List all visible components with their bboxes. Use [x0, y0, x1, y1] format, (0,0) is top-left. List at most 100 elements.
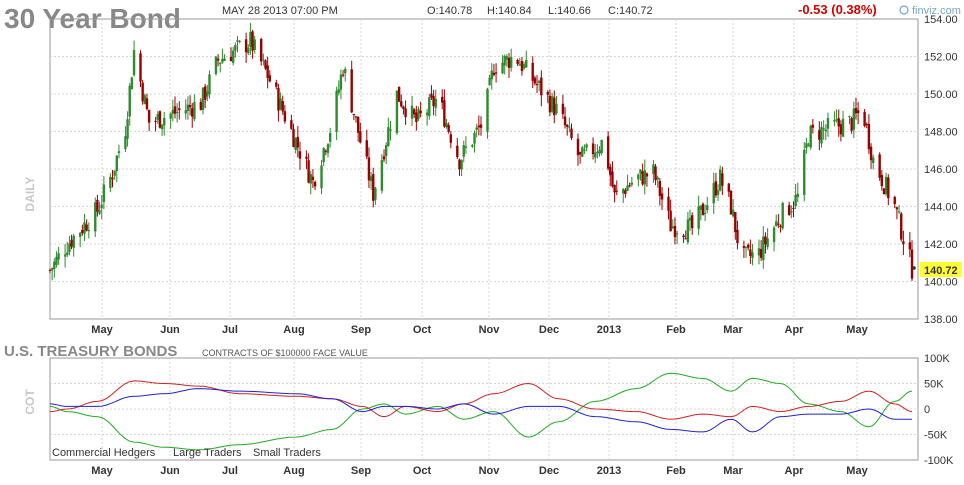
- candle-body: [570, 128, 573, 139]
- candle-body: [344, 68, 347, 74]
- candle: [425, 108, 429, 126]
- candle: [494, 63, 498, 83]
- candle: [203, 83, 207, 109]
- candle-body: [719, 169, 722, 191]
- candle-body: [154, 120, 157, 122]
- candle-body: [686, 219, 690, 243]
- candle: [796, 182, 799, 203]
- candle-body: [865, 123, 868, 125]
- candle-body: [201, 87, 205, 111]
- candle-body: [809, 125, 812, 148]
- candle: [158, 110, 162, 129]
- candle: [673, 217, 677, 245]
- candle-body: [320, 165, 323, 189]
- price-axis: 138.00 140.00 142.00 144.00 146.00 148.00 150.…: [924, 14, 958, 326]
- candle-body: [535, 84, 539, 86]
- candle-body: [882, 188, 886, 195]
- candle-body: [839, 124, 843, 135]
- candle: [369, 172, 373, 190]
- candle: [372, 167, 375, 208]
- candle-body: [775, 221, 778, 226]
- candle: [803, 142, 806, 202]
- candle: [294, 137, 297, 154]
- candle-body: [173, 106, 177, 114]
- candle: [856, 101, 860, 125]
- candle: [822, 120, 825, 140]
- candle-body: [622, 189, 625, 194]
- candle: [277, 83, 280, 122]
- candle: [214, 55, 218, 76]
- candle: [296, 126, 300, 158]
- cot-month-label: Dec: [539, 465, 559, 477]
- candle: [744, 246, 748, 258]
- candle-body: [516, 59, 519, 64]
- candle: [219, 62, 222, 73]
- candle-body: [684, 238, 687, 240]
- candle: [792, 201, 795, 218]
- candle-body: [132, 50, 136, 76]
- candle: [229, 47, 233, 62]
- candle: [367, 147, 371, 189]
- candle: [882, 188, 886, 195]
- candle: [570, 123, 573, 141]
- candle-body: [606, 136, 610, 169]
- candle: [100, 195, 103, 220]
- candle: [811, 119, 815, 134]
- candle: [626, 174, 629, 192]
- candle: [178, 101, 181, 120]
- candle: [867, 114, 871, 154]
- candle-body: [747, 244, 750, 248]
- candle-body: [835, 119, 838, 121]
- candle-body: [852, 108, 856, 130]
- candle: [400, 94, 403, 108]
- candle: [290, 114, 293, 130]
- candle: [790, 205, 793, 219]
- candle: [434, 89, 437, 117]
- candle-body: [494, 72, 498, 74]
- candle-body: [419, 110, 422, 114]
- candle: [154, 117, 157, 132]
- candle-body: [490, 70, 493, 80]
- candle: [509, 48, 513, 72]
- candle-body: [626, 185, 629, 191]
- candle: [404, 100, 407, 125]
- candle-body: [675, 233, 679, 235]
- candle-body: [820, 127, 823, 144]
- candle-body: [824, 129, 827, 132]
- candle: [805, 137, 808, 154]
- candle: [428, 93, 431, 120]
- candle: [253, 35, 256, 54]
- finviz-logo[interactable]: finviz.com: [899, 5, 961, 17]
- candle-body: [96, 199, 99, 212]
- candle-body: [790, 211, 793, 213]
- candle-body: [369, 176, 373, 181]
- candle: [163, 111, 166, 136]
- candle: [869, 143, 873, 169]
- candle: [268, 70, 272, 83]
- last-close-dot: [912, 266, 916, 270]
- candle: [344, 66, 347, 82]
- candle-body: [581, 147, 584, 157]
- candle: [221, 48, 224, 64]
- candle: [50, 267, 54, 281]
- cot-legend: Commercial Hedgers Large Traders Small T…: [52, 447, 321, 459]
- candle: [606, 131, 610, 171]
- candle: [81, 224, 84, 236]
- candle: [173, 96, 177, 119]
- candle: [837, 109, 840, 137]
- price-month-label: Jul: [222, 324, 238, 336]
- candle: [259, 37, 263, 66]
- candle: [669, 199, 672, 232]
- candle: [555, 96, 558, 115]
- candle: [682, 233, 685, 243]
- brand-label: finviz.com: [912, 5, 961, 17]
- quote-high: H:140.84: [487, 5, 532, 17]
- candle-body: [807, 144, 810, 147]
- candle: [576, 133, 580, 166]
- cot-axis: 100K 50K 0 -50K -100K: [924, 353, 954, 467]
- candle: [486, 87, 489, 139]
- candle-body: [328, 133, 332, 142]
- candle-body: [113, 170, 116, 176]
- candle-body: [880, 175, 884, 187]
- candle-body: [98, 210, 101, 214]
